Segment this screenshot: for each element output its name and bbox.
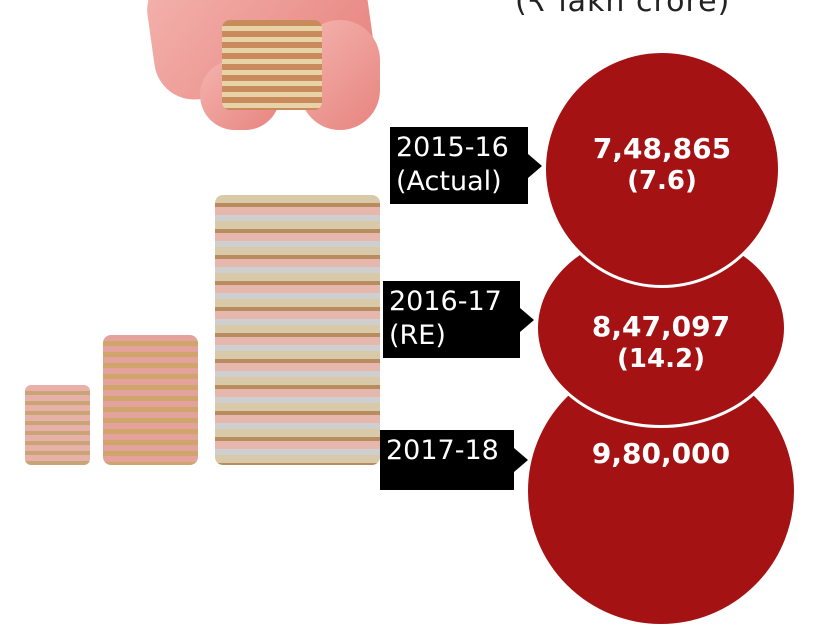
year: 2015-16 (396, 132, 509, 163)
value-2017-18: 9,80,000 (591, 437, 731, 470)
value-2016-17: 8,47,097 (591, 310, 731, 343)
year-note: (Actual) (396, 166, 502, 197)
year-label-2015-16: 2015-16 (Actual) (390, 127, 542, 204)
unit-label: (₹ lakh crore) (515, 0, 731, 19)
year-label-2016-17: 2016-17 (RE) (383, 281, 534, 358)
year-label-2017-18: 2017-18 (380, 430, 528, 490)
year: 2017-18 (386, 435, 499, 466)
growth-2015-16: (7.6) (627, 166, 697, 196)
growth-2016-17: (14.2) (617, 344, 705, 374)
value-circle-2015-16: 7,48,865 (7.6) (543, 50, 781, 288)
year-note: (RE) (389, 320, 446, 351)
year: 2016-17 (389, 286, 502, 317)
value-2015-16: 7,48,865 (592, 132, 732, 165)
